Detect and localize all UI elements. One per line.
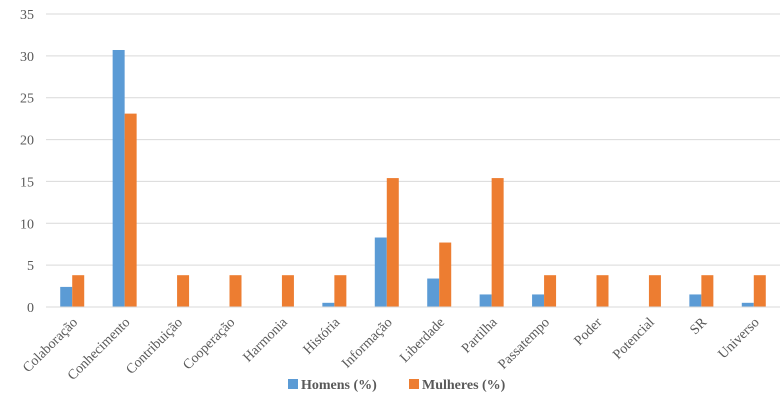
x-category-label: História xyxy=(301,315,344,358)
y-tick-label: 0 xyxy=(27,301,34,316)
bar-mulheres-3 xyxy=(229,275,242,307)
legend-label-homens: Homens (%) xyxy=(301,378,377,393)
bar-homens-12 xyxy=(689,294,702,307)
y-tick-label: 35 xyxy=(20,8,34,23)
y-tick-label: 25 xyxy=(20,92,34,107)
x-category-label: Partilha xyxy=(459,315,501,357)
bar-mulheres-0 xyxy=(72,275,85,307)
bar-homens-7 xyxy=(427,278,440,307)
bar-mulheres-6 xyxy=(386,178,399,307)
bar-homens-5 xyxy=(322,302,335,307)
bar-homens-1 xyxy=(112,49,125,308)
bar-mulheres-2 xyxy=(177,275,190,307)
x-category-label: Potencial xyxy=(610,315,658,363)
x-category-label: Harmonia xyxy=(241,315,292,366)
bar-homens-13 xyxy=(741,302,754,307)
bar-homens-9 xyxy=(532,294,545,307)
x-category-label: Universo xyxy=(716,315,763,362)
bar-mulheres-7 xyxy=(439,242,452,307)
y-tick-label: 10 xyxy=(20,217,34,232)
x-category-label: SR xyxy=(687,315,710,338)
bar-mulheres-4 xyxy=(281,275,294,307)
bar-homens-6 xyxy=(374,237,387,307)
x-category-label: Contribuição xyxy=(124,315,186,377)
x-category-label: Passatempo xyxy=(496,315,553,372)
x-category-label: Cooperação xyxy=(180,315,238,373)
y-axis-ticks: 0 5 10 15 20 25 30 35 xyxy=(20,8,34,316)
x-category-label: Informação xyxy=(339,315,395,371)
bar-mulheres-5 xyxy=(334,275,347,307)
bar-mulheres-12 xyxy=(701,275,714,307)
bar-mulheres-10 xyxy=(596,275,609,307)
legend-label-mulheres: Mulheres (%) xyxy=(422,378,506,393)
x-axis-labels: ColaboraçãoConhecimentoContribuiçãoCoope… xyxy=(20,315,762,384)
bars xyxy=(60,49,766,308)
bar-homens-8 xyxy=(479,294,492,307)
bar-mulheres-11 xyxy=(648,275,661,307)
bar-mulheres-1 xyxy=(124,113,137,308)
bar-mulheres-9 xyxy=(544,275,557,307)
legend: Homens (%) Mulheres (%) xyxy=(288,378,506,393)
bar-mulheres-13 xyxy=(753,275,766,307)
y-tick-label: 30 xyxy=(20,50,34,65)
y-tick-label: 5 xyxy=(27,259,34,274)
bar-homens-0 xyxy=(60,286,73,307)
gridlines xyxy=(46,13,780,266)
bar-mulheres-8 xyxy=(491,178,504,307)
legend-swatch-mulheres xyxy=(409,379,419,389)
x-category-label: Poder xyxy=(572,315,606,349)
y-tick-label: 20 xyxy=(20,134,34,149)
y-tick-label: 15 xyxy=(20,175,34,190)
legend-swatch-homens xyxy=(288,379,298,389)
x-category-label: Liberdade xyxy=(397,315,448,366)
